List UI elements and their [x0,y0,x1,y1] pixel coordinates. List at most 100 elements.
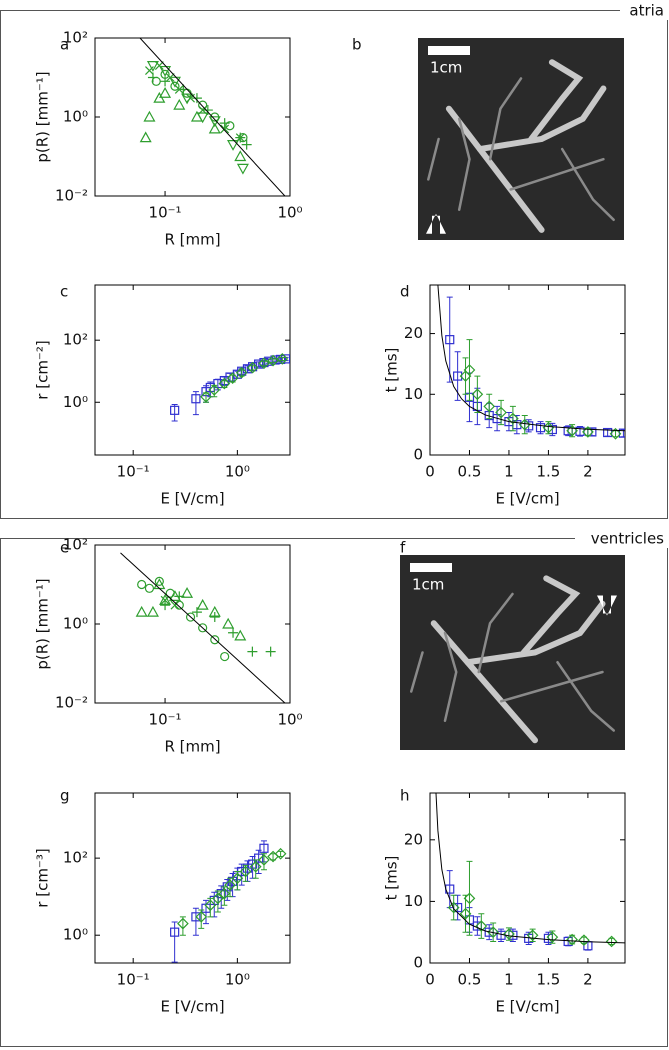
marker [582,426,594,438]
vessel [520,575,581,656]
vessel [443,631,458,722]
marker [191,912,201,922]
x-tick-label: 1 [504,971,514,989]
marker [463,892,476,905]
x-tick-label: 0.5 [458,463,482,481]
marker [160,595,170,605]
vessel [476,85,607,153]
marker [143,110,156,122]
error-bar [549,930,556,944]
marker [228,627,239,638]
panel-letter: h [400,787,410,805]
marker [267,354,279,367]
error-bar [466,339,473,401]
marker [170,927,180,937]
marker [208,384,221,396]
marker [566,933,578,946]
error-bar [277,850,284,858]
error-bar [234,870,241,891]
plot-frame [429,792,626,964]
marker [198,100,208,110]
marker [159,86,172,98]
vessel [430,620,538,744]
fit-line [437,285,625,432]
marker [154,576,164,586]
panel-letter: e [60,539,69,557]
vessel [445,105,545,233]
marker [447,901,460,914]
y-tick-label: 10⁰ [63,108,88,126]
marker [274,847,287,860]
marker [259,843,269,853]
error-bar [577,425,583,437]
marker [225,121,235,131]
error-bar [179,916,186,936]
plot-frame [94,37,291,197]
y-axis-label: r [cm⁻²] [34,340,52,399]
marker [483,400,496,413]
marker [445,335,455,345]
y-tick-label: 10⁰ [63,615,88,633]
panel-letter: c [60,283,68,301]
marker [495,406,507,419]
x-tick-label: 10⁻¹ [117,971,150,989]
section-label: atria [629,2,664,20]
error-bar [171,403,178,422]
marker [202,105,213,116]
marker [475,920,488,932]
marker [196,598,209,610]
section-label: ventricles [591,530,664,548]
marker [463,364,476,376]
marker [160,76,171,87]
x-axis-label: E [V/cm] [495,490,559,508]
marker [254,853,264,863]
y-tick-label: 10² [63,29,88,47]
marker [146,61,159,72]
plot-frame [429,284,626,456]
marker [174,591,185,602]
error-bar [529,928,536,942]
marker [546,931,559,943]
error-bar [454,894,461,921]
x-tick-label: 10⁻¹ [149,711,182,729]
marker [212,892,224,905]
marker [181,587,194,598]
error-bar [521,415,528,435]
label-bg [575,530,668,548]
x-tick-label: 10⁰ [277,204,302,222]
error-bar [498,399,505,426]
plot-frame [94,284,291,456]
panel-letter: g [60,787,70,805]
marker [170,81,180,91]
y-tick-label: 0 [413,954,423,972]
plot-data [437,285,625,440]
panel-letter: b [352,36,362,54]
marker [204,899,217,912]
marker [226,372,239,384]
y-axis-label: p(R) [mm⁻¹] [34,71,52,162]
marker [219,118,230,129]
vessel [500,670,604,703]
marker [191,93,202,104]
panel-letter: f [400,539,406,557]
marker [168,76,181,88]
error-bar [466,860,473,936]
error-bar [478,913,485,939]
marker [609,427,622,440]
marker [173,98,186,110]
marker [220,124,230,134]
y-tick-label: 10² [63,849,88,867]
scale-label: 1cm [412,576,444,594]
vessel [477,592,514,674]
x-axis-label: R [mm] [164,231,220,249]
y-tick-label: 0 [413,446,423,464]
marker [159,65,172,77]
x-tick-label: 1.5 [536,971,560,989]
marker [160,600,171,611]
marker [235,366,248,379]
marker [239,865,252,878]
marker [224,879,236,891]
panel: g 10⁻¹ 10⁰ 10⁰ 10² E [V/cm] r [cm⁻³] [34,787,291,1016]
y-tick-label: 20 [404,324,423,342]
